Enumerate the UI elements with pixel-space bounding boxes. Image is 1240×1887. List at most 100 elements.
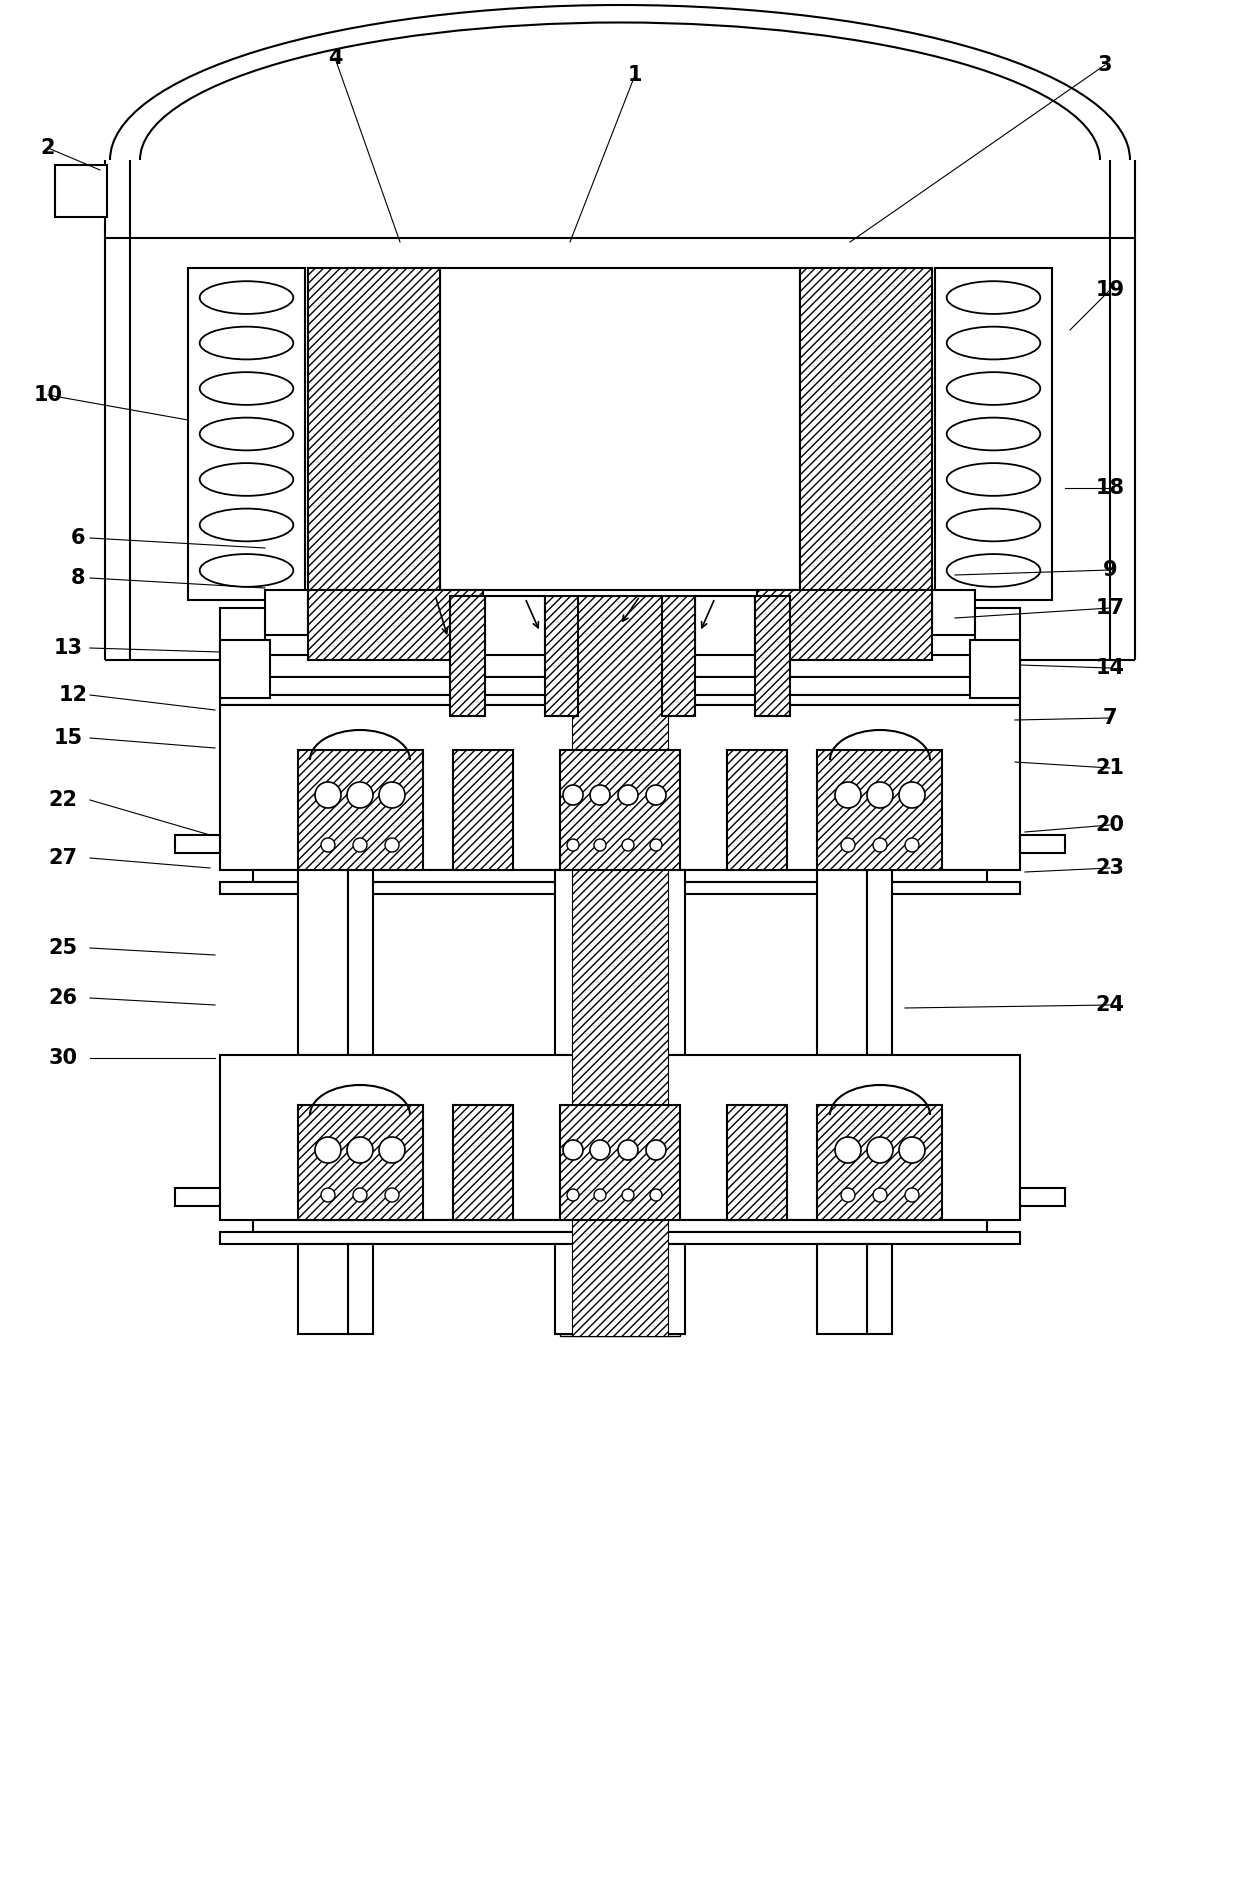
Text: 12: 12 xyxy=(58,685,88,706)
Circle shape xyxy=(379,781,405,808)
Bar xyxy=(800,268,932,591)
Text: 7: 7 xyxy=(1102,708,1117,728)
Bar xyxy=(727,1106,787,1221)
Circle shape xyxy=(835,781,861,808)
Ellipse shape xyxy=(200,417,294,451)
Bar xyxy=(453,1106,513,1221)
Bar xyxy=(298,1106,423,1221)
Ellipse shape xyxy=(946,417,1040,451)
Ellipse shape xyxy=(946,281,1040,313)
Text: 17: 17 xyxy=(1095,598,1125,619)
Text: 15: 15 xyxy=(53,728,83,747)
Circle shape xyxy=(650,840,662,851)
Bar xyxy=(219,881,1021,894)
Bar xyxy=(867,870,892,1055)
Circle shape xyxy=(873,1189,887,1202)
Circle shape xyxy=(353,1189,367,1202)
Bar xyxy=(932,591,975,636)
Text: 10: 10 xyxy=(33,385,62,406)
Bar xyxy=(308,268,440,591)
Ellipse shape xyxy=(946,555,1040,587)
Circle shape xyxy=(563,785,583,806)
Circle shape xyxy=(873,838,887,853)
Circle shape xyxy=(899,1138,925,1162)
Text: 24: 24 xyxy=(1095,994,1125,1015)
Bar xyxy=(348,1244,373,1334)
Circle shape xyxy=(867,781,893,808)
Text: 1: 1 xyxy=(627,64,642,85)
Bar xyxy=(440,268,800,591)
Circle shape xyxy=(905,1189,919,1202)
Bar xyxy=(219,1232,1021,1244)
Circle shape xyxy=(347,781,373,808)
Ellipse shape xyxy=(946,326,1040,359)
Bar xyxy=(308,591,484,660)
Text: 2: 2 xyxy=(41,138,56,159)
Circle shape xyxy=(835,1138,861,1162)
Circle shape xyxy=(321,1189,335,1202)
Circle shape xyxy=(618,785,639,806)
Bar xyxy=(175,1189,219,1206)
Bar xyxy=(867,1244,892,1334)
Bar xyxy=(485,596,546,715)
Bar xyxy=(1021,1189,1065,1206)
Circle shape xyxy=(567,840,579,851)
Circle shape xyxy=(905,838,919,853)
Circle shape xyxy=(899,781,925,808)
Ellipse shape xyxy=(200,372,294,406)
Bar xyxy=(817,1106,942,1221)
Text: 30: 30 xyxy=(48,1047,77,1068)
Circle shape xyxy=(841,838,856,853)
Circle shape xyxy=(867,1138,893,1162)
Circle shape xyxy=(384,1189,399,1202)
Bar xyxy=(55,164,107,217)
Bar xyxy=(219,640,270,698)
Bar xyxy=(453,749,513,870)
Text: 4: 4 xyxy=(327,47,342,68)
Circle shape xyxy=(590,1140,610,1161)
Bar xyxy=(188,268,305,600)
Bar xyxy=(560,1106,680,1221)
Ellipse shape xyxy=(200,462,294,496)
Bar xyxy=(298,1244,348,1334)
Circle shape xyxy=(379,1138,405,1162)
Circle shape xyxy=(622,1189,634,1200)
Bar xyxy=(253,677,987,694)
Circle shape xyxy=(594,1189,606,1200)
Ellipse shape xyxy=(200,326,294,359)
Ellipse shape xyxy=(200,555,294,587)
Bar xyxy=(970,640,1021,698)
Text: 27: 27 xyxy=(48,847,77,868)
Bar xyxy=(635,1244,684,1334)
Text: 18: 18 xyxy=(1095,477,1125,498)
Bar xyxy=(755,596,790,715)
Circle shape xyxy=(384,838,399,853)
Circle shape xyxy=(321,838,335,853)
Bar xyxy=(560,596,680,1336)
Text: 20: 20 xyxy=(1095,815,1125,836)
Text: 22: 22 xyxy=(48,791,77,810)
Bar xyxy=(662,596,694,715)
Bar xyxy=(578,596,662,715)
Bar xyxy=(546,596,578,715)
Bar xyxy=(817,1244,867,1334)
Bar xyxy=(298,749,423,870)
Circle shape xyxy=(315,781,341,808)
Ellipse shape xyxy=(946,372,1040,406)
Bar xyxy=(219,694,1021,706)
Bar xyxy=(635,870,684,1055)
Bar xyxy=(975,608,1021,660)
Bar xyxy=(694,596,755,715)
Bar xyxy=(572,596,668,1336)
Bar xyxy=(219,608,265,660)
Bar xyxy=(348,870,373,1055)
Ellipse shape xyxy=(946,462,1040,496)
Bar xyxy=(175,836,219,853)
Text: 14: 14 xyxy=(1095,659,1125,677)
Bar xyxy=(298,870,348,1055)
Circle shape xyxy=(563,1140,583,1161)
Text: 25: 25 xyxy=(48,938,78,959)
Bar xyxy=(935,268,1052,600)
Circle shape xyxy=(646,1140,666,1161)
Bar xyxy=(253,870,987,881)
